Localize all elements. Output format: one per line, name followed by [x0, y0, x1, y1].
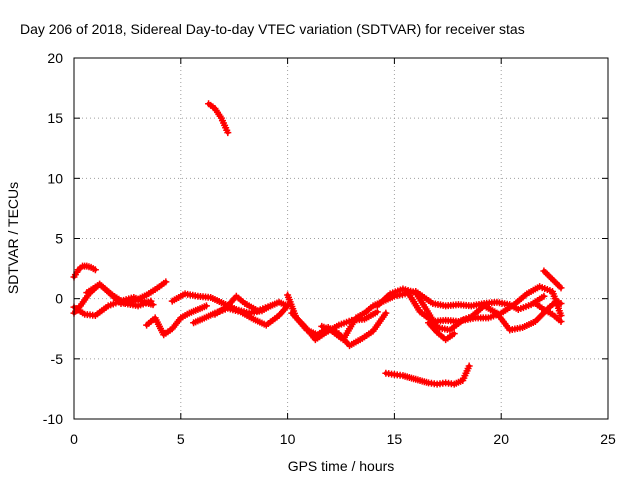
series-arc-18	[531, 299, 565, 326]
y-tick-label: 5	[55, 231, 63, 247]
data-series	[70, 100, 565, 388]
series-arc-5	[143, 302, 210, 339]
series-markers	[531, 299, 565, 326]
y-tick-label: 10	[47, 170, 63, 186]
grid	[74, 58, 608, 419]
series-markers	[205, 100, 232, 137]
axis-ticks: 0 5 10 15 20 25 -10 -5 0 5 10 15 20	[43, 50, 616, 447]
y-tick-label: 20	[47, 50, 63, 66]
series-arc-13	[382, 362, 473, 388]
x-axis-label: GPS time / hours	[288, 458, 395, 474]
x-tick-label: 25	[600, 431, 616, 447]
series-arc-8	[211, 292, 292, 318]
x-tick-label: 15	[387, 431, 403, 447]
series-markers	[382, 362, 473, 388]
x-tick-label: 10	[280, 431, 296, 447]
chart-title: Day 206 of 2018, Sidereal Day-to-day VTE…	[20, 21, 525, 37]
y-tick-label: -10	[43, 411, 63, 427]
y-axis-label: SDTVAR / TECUs	[5, 182, 21, 294]
y-tick-label: 0	[55, 291, 63, 307]
x-tick-label: 5	[177, 431, 185, 447]
series-arc-17	[540, 267, 565, 292]
series-markers	[143, 302, 210, 339]
x-tick-label: 20	[493, 431, 509, 447]
series-arc-9	[205, 100, 232, 137]
series-arc-1	[70, 262, 99, 281]
series-markers	[211, 292, 292, 318]
series-markers	[83, 280, 155, 310]
y-tick-label: -5	[51, 351, 64, 367]
series-arc-4	[83, 280, 155, 310]
series-arc-16	[425, 319, 458, 344]
x-tick-label: 0	[70, 431, 78, 447]
series-markers	[425, 319, 458, 344]
y-tick-label: 15	[47, 110, 63, 126]
series-markers	[540, 267, 565, 292]
plot-area: 0 5 10 15 20 25 -10 -5 0 5 10 15 20	[43, 50, 616, 447]
